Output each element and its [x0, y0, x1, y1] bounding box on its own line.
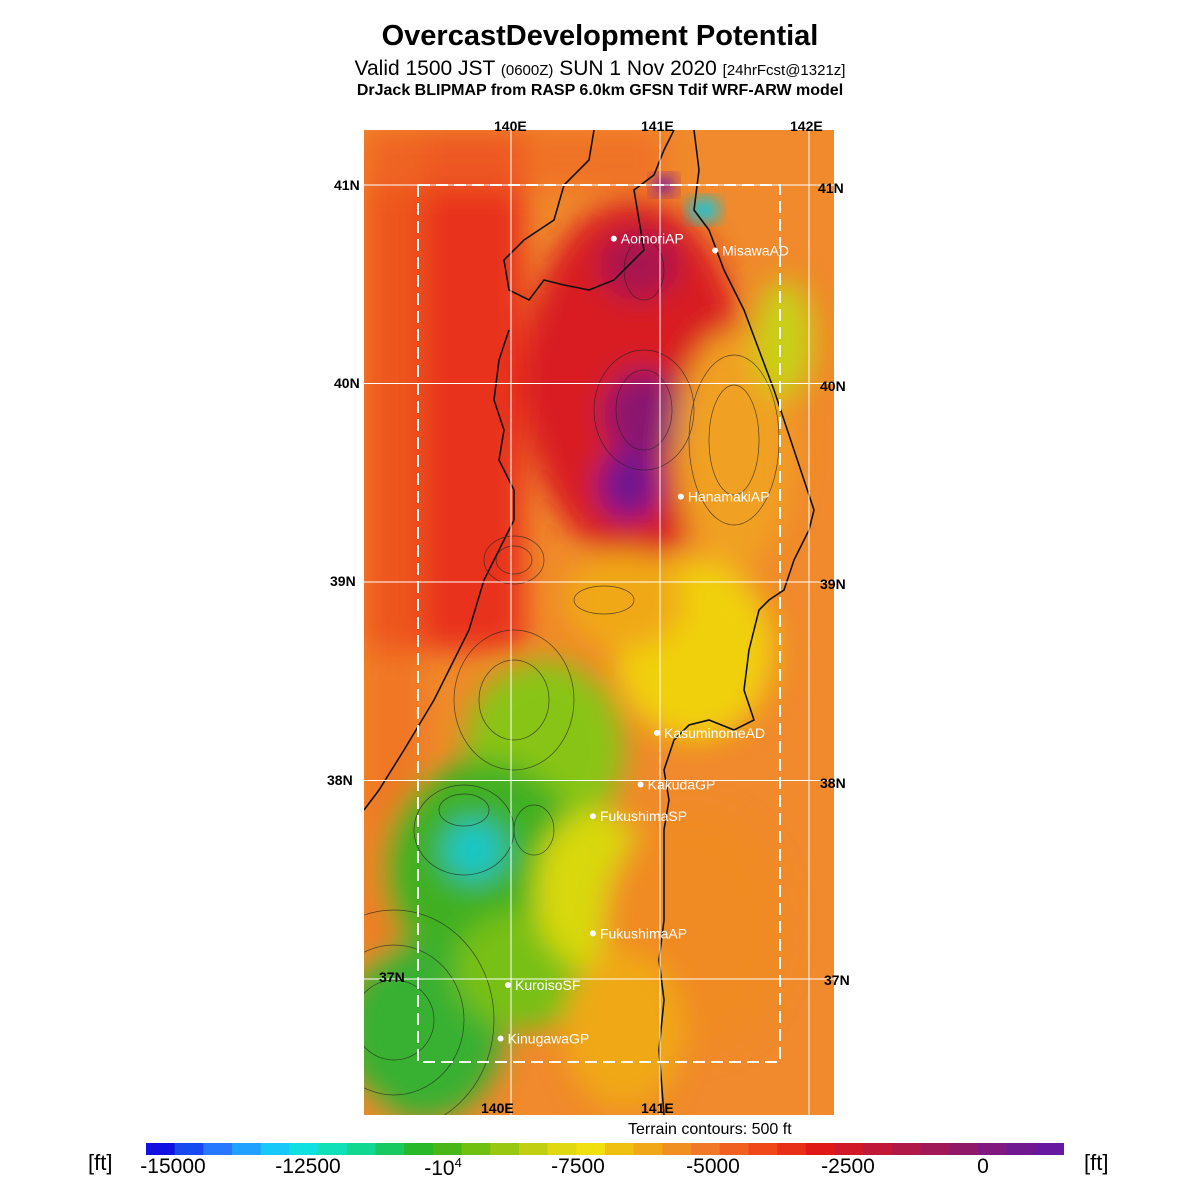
lon-label-140e-top: 140E — [494, 118, 527, 134]
valid-time: Valid 1500 JST (0600Z) SUN 1 Nov 2020 [2… — [0, 57, 1200, 81]
lat-label-38n-left: 38N — [327, 772, 353, 788]
colorbar-swatch — [518, 1143, 549, 1155]
model-info: DrJack BLIPMAP from RASP 6.0km GFSN Tdif… — [356, 82, 844, 99]
overcast-field — [364, 130, 814, 1115]
colorbar-swatch — [719, 1143, 749, 1155]
colorbar-swatch — [232, 1143, 262, 1155]
lat-label-41n-left: 41N — [334, 177, 360, 193]
colorbar-swatch — [318, 1143, 348, 1155]
colorbar-tick-label: -2500 — [821, 1155, 875, 1178]
colorbar-swatch — [748, 1143, 778, 1155]
colorbar-swatch — [662, 1143, 692, 1155]
colorbar-swatch — [576, 1143, 606, 1155]
station-label: KakudaGP — [648, 776, 716, 792]
coastline — [364, 130, 815, 1115]
forecast-info: [24hrFcst@1321z] — [722, 62, 846, 79]
station-marker — [505, 981, 512, 988]
colorbar-swatch — [977, 1143, 1008, 1155]
lon-label-141e-top: 141E — [641, 118, 674, 134]
colorbar-swatch — [777, 1143, 807, 1155]
station-label: KinugawaGP — [508, 1031, 590, 1047]
colorbar-swatch — [461, 1143, 491, 1155]
lat-label-38n-right: 38N — [820, 775, 846, 791]
lon-label-141e-bottom: 141E — [641, 1100, 674, 1116]
station-marker — [677, 493, 684, 500]
colorbar — [146, 1143, 1064, 1155]
colorbar-tick-label: -12500 — [275, 1155, 341, 1178]
station-markers: AomoriAP MisawaAD HanamakiAP KasuminomeAD Ka… — [497, 231, 789, 1047]
station-label: KasuminomeAD — [664, 725, 765, 741]
colorbar-tick-label: -104 — [424, 1155, 462, 1180]
valid-main: Valid 1500 JST — [354, 57, 496, 80]
station-marker — [610, 235, 617, 242]
colorbar-swatch — [863, 1143, 893, 1155]
valid-utc: (0600Z) — [500, 62, 554, 79]
station-marker — [637, 781, 644, 788]
colorbar-swatch — [289, 1143, 319, 1155]
colorbar-tick-label: 0 — [977, 1155, 989, 1178]
colorbar-swatch — [547, 1143, 577, 1155]
colorbar-swatch — [432, 1143, 463, 1155]
lat-label-41n-right: 41N — [818, 180, 844, 196]
colorbar-swatch — [891, 1143, 922, 1155]
colorbar-swatch — [834, 1143, 864, 1155]
colorbar-tick-label: -5000 — [686, 1155, 740, 1178]
colorbar-swatch — [1035, 1143, 1064, 1155]
lat-label-39n-left: 39N — [330, 573, 356, 589]
lon-label-140e-bottom: 140E — [481, 1100, 514, 1116]
station-marker — [497, 1035, 504, 1042]
colorbar-swatch — [1006, 1143, 1036, 1155]
station-label: FukushimaSP — [600, 808, 687, 824]
colorbar-tick-label: -15000 — [140, 1155, 206, 1178]
map-title: OvercastDevelopment Potential — [381, 20, 819, 52]
station-marker — [589, 930, 596, 937]
station-label: FukushimaAP — [600, 925, 687, 941]
lat-label-39n-right: 39N — [820, 576, 846, 592]
colorbar-swatch — [404, 1143, 434, 1155]
colorbar-unit-right: [ft] — [1084, 1150, 1109, 1175]
colorbar-swatch — [633, 1143, 663, 1155]
station-label: AomoriAP — [621, 231, 684, 247]
station-label: MisawaAD — [722, 243, 789, 259]
colorbar-swatch — [375, 1143, 405, 1155]
colorbar-swatch — [174, 1143, 204, 1155]
station-marker — [654, 729, 661, 736]
station-marker — [712, 247, 719, 254]
lat-label-37n-right: 37N — [824, 972, 850, 988]
colorbar-swatch — [146, 1143, 176, 1155]
valid-date: SUN 1 Nov 2020 — [559, 57, 717, 80]
terrain-contours — [364, 239, 780, 1115]
colorbar-swatch — [605, 1143, 635, 1155]
station-marker — [589, 813, 596, 820]
colorbar-swatch — [691, 1143, 721, 1155]
lat-label-40n-right: 40N — [820, 378, 846, 394]
terrain-note: Terrain contours: 500 ft — [628, 1121, 792, 1138]
colorbar-swatch — [203, 1143, 233, 1155]
colorbar-swatch — [260, 1143, 290, 1155]
colorbar-swatch — [490, 1143, 520, 1155]
colorbar-swatch — [346, 1143, 376, 1155]
overcast-map: AomoriAP MisawaAD HanamakiAP KasuminomeAD Ka… — [364, 130, 834, 1115]
colorbar-unit-left: [ft] — [88, 1150, 113, 1175]
lat-lon-grid — [364, 130, 834, 1115]
lat-label-40n-left: 40N — [334, 375, 360, 391]
lon-label-142e-top: 142E — [790, 118, 823, 134]
colorbar-swatch — [920, 1143, 950, 1155]
colorbar-swatch — [949, 1143, 979, 1155]
station-label: KuroisoSF — [515, 977, 580, 993]
lat-label-37n-left: 37N — [379, 969, 405, 985]
colorbar-swatch — [805, 1143, 835, 1155]
colorbar-tick-label: -7500 — [551, 1155, 605, 1178]
station-label: HanamakiAP — [688, 489, 770, 505]
